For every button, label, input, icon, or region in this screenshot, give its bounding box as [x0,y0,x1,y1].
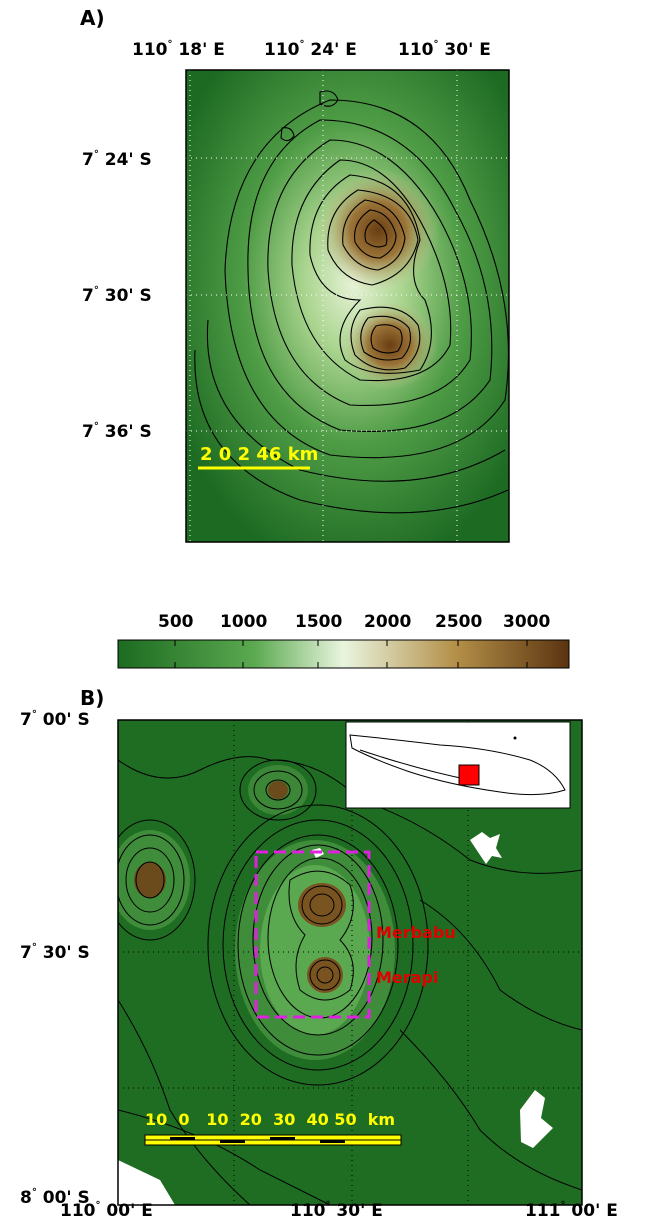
panel-b-lat-tick: 8° 00' S [20,1187,90,1208]
panel-a-map [186,70,509,542]
panel-a-lat-tick: 7° 24' S [82,149,152,170]
panel-a-grid [186,70,509,542]
panel-a-label: A) [80,6,105,30]
merapi-label: Merapi [376,968,439,987]
panel-b-lon-tick: 111° 00' E [525,1200,618,1221]
colorbar-tick-label: 500 [158,612,194,632]
colorbar-tick-label: 3000 [503,612,551,632]
panel-a-frame [185,69,510,543]
panel-a-lon-tick: 110° 30' E [398,39,491,60]
study-area-box [254,850,371,1019]
sea-area [118,1160,175,1205]
colorbar-ticks [174,640,528,668]
colorbar-tick-label: 1500 [295,612,343,632]
merbabu-label: Merbabu [376,923,456,942]
colorbar-tick-label: 1000 [220,612,268,632]
panel-b-map [118,720,582,1205]
panel-a-lat-tick: 7° 30' S [82,285,152,306]
panel-b-lat-tick: 7° 30' S [20,942,90,963]
panel-b-label: B) [80,686,105,710]
colorbar-tick-label: 2000 [364,612,412,632]
panel-a-contours [194,90,509,514]
cloud-patch [520,1090,553,1148]
panel-a-lon-tick: 110° 18' E [132,39,225,60]
cloud-patch [470,832,502,864]
panel-b-scale-bar [144,1134,402,1146]
inset-map [345,721,571,809]
panel-b-lat-tick: 7° 00' S [20,709,90,730]
panel-b-contours [118,756,582,1205]
panel-b-lon-tick: 110° 00' E [60,1200,153,1221]
colorbar-tick-label: 2500 [435,612,483,632]
panel-b-scale-label: 10 0 10 20 30 40 50 km [145,1110,396,1129]
colorbar [117,639,570,669]
panel-a-lat-tick: 7° 36' S [82,421,152,442]
panel-b-frame [117,719,583,1206]
inset-location-marker [458,764,480,786]
panel-b-lon-tick: 110° 30' E [290,1200,383,1221]
panel-a-scale-label: 2 0 2 46 km [200,444,319,465]
panel-a-lon-tick: 110° 24' E [264,39,357,60]
